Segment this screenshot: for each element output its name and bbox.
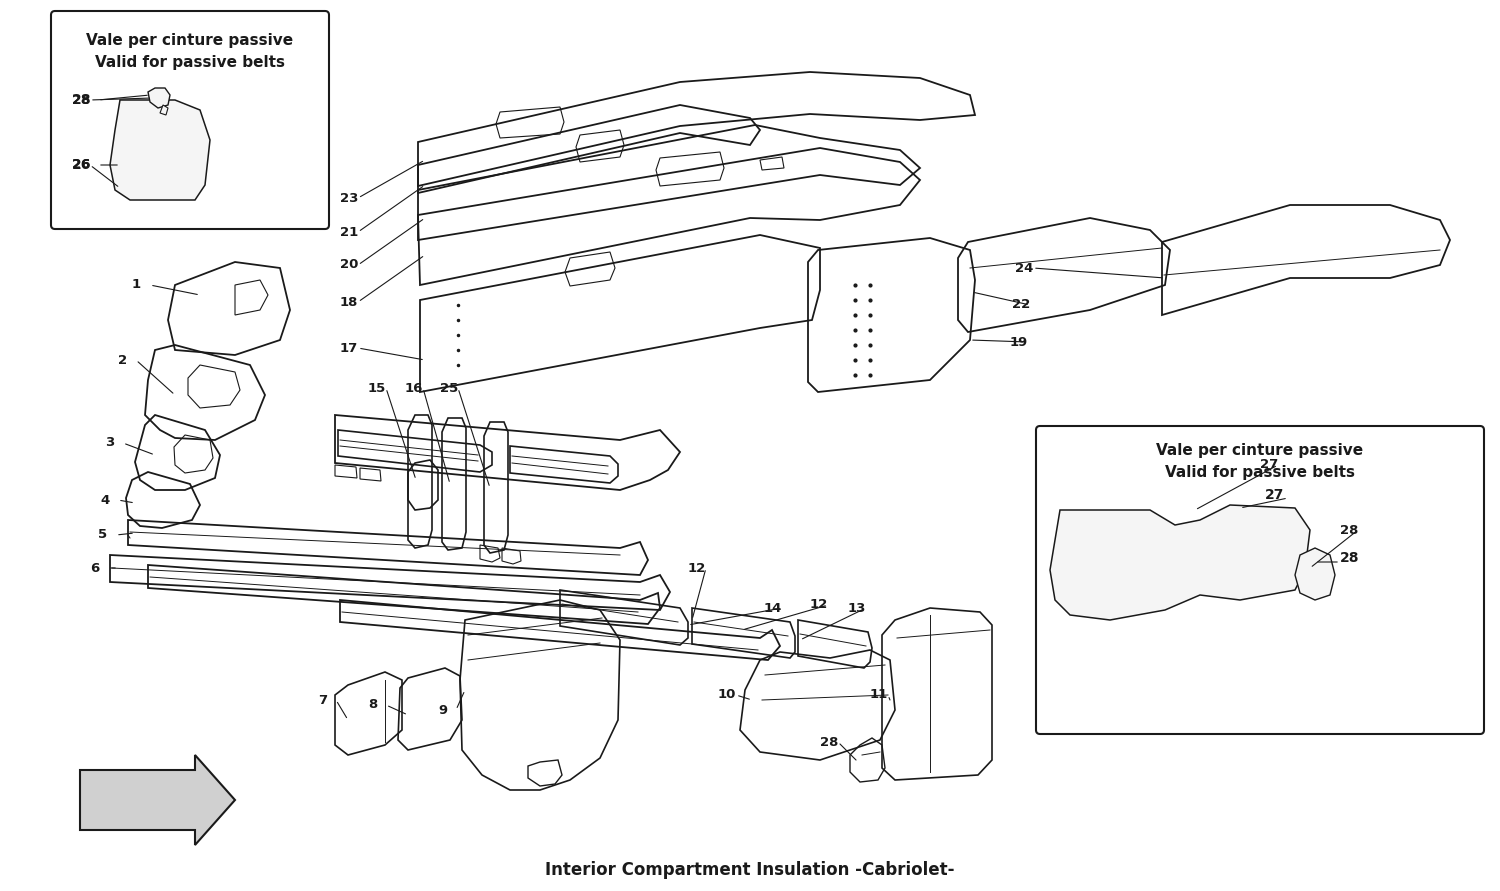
Text: 4: 4 bbox=[100, 494, 109, 506]
Text: 18: 18 bbox=[340, 296, 358, 308]
Polygon shape bbox=[160, 105, 168, 115]
Text: 15: 15 bbox=[368, 381, 387, 395]
Text: 28: 28 bbox=[821, 735, 839, 748]
Text: 28: 28 bbox=[1340, 524, 1359, 536]
Polygon shape bbox=[1050, 505, 1310, 620]
Text: 22: 22 bbox=[1013, 298, 1031, 312]
Text: 27: 27 bbox=[1264, 488, 1284, 502]
FancyBboxPatch shape bbox=[51, 11, 328, 229]
Text: 27: 27 bbox=[1260, 459, 1278, 471]
Text: 14: 14 bbox=[764, 601, 783, 615]
Text: 28: 28 bbox=[72, 93, 92, 107]
Text: 17: 17 bbox=[340, 341, 358, 355]
Text: Valid for passive belts: Valid for passive belts bbox=[1166, 464, 1354, 479]
Text: 20: 20 bbox=[340, 258, 358, 272]
Text: Interior Compartment Insulation -Cabriolet-: Interior Compartment Insulation -Cabriol… bbox=[544, 861, 954, 879]
Text: 11: 11 bbox=[870, 689, 888, 701]
Text: 26: 26 bbox=[72, 158, 92, 172]
Text: 28: 28 bbox=[1340, 551, 1359, 565]
Text: 12: 12 bbox=[688, 561, 706, 575]
Text: 28: 28 bbox=[72, 94, 90, 107]
Polygon shape bbox=[80, 755, 236, 845]
Text: 19: 19 bbox=[1010, 336, 1028, 348]
Text: 8: 8 bbox=[368, 699, 378, 712]
Text: 23: 23 bbox=[340, 192, 358, 205]
Text: Valid for passive belts: Valid for passive belts bbox=[94, 54, 285, 69]
Text: 2: 2 bbox=[118, 354, 128, 366]
Text: 1: 1 bbox=[132, 279, 141, 291]
Text: 16: 16 bbox=[405, 381, 423, 395]
Text: 5: 5 bbox=[98, 528, 106, 542]
Text: 7: 7 bbox=[318, 693, 327, 707]
Text: 13: 13 bbox=[847, 601, 867, 615]
Text: 12: 12 bbox=[810, 599, 828, 611]
Polygon shape bbox=[1294, 548, 1335, 600]
Text: 25: 25 bbox=[440, 381, 459, 395]
Polygon shape bbox=[148, 88, 170, 108]
Text: 6: 6 bbox=[90, 561, 99, 575]
Text: 21: 21 bbox=[340, 225, 358, 239]
Text: Vale per cinture passive: Vale per cinture passive bbox=[1156, 443, 1364, 457]
Text: 26: 26 bbox=[72, 159, 90, 171]
Text: 3: 3 bbox=[105, 437, 114, 449]
Text: 10: 10 bbox=[718, 689, 736, 701]
Polygon shape bbox=[110, 100, 210, 200]
Text: 24: 24 bbox=[1016, 261, 1034, 274]
FancyBboxPatch shape bbox=[1036, 426, 1484, 734]
Text: Vale per cinture passive: Vale per cinture passive bbox=[87, 32, 294, 47]
Text: 9: 9 bbox=[438, 704, 447, 716]
